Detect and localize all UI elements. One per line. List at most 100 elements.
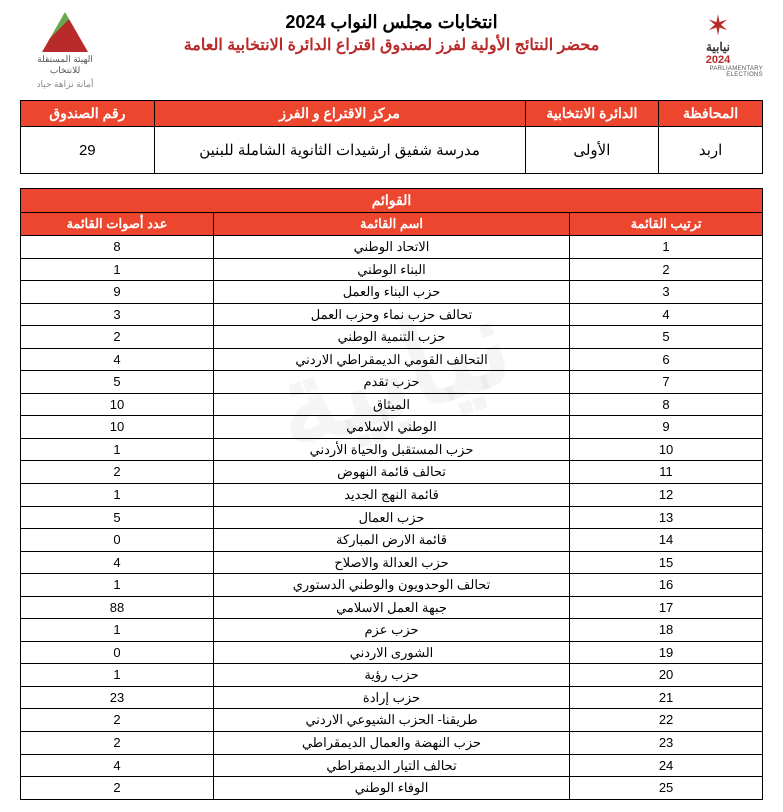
cell-rank: 21 xyxy=(570,686,763,709)
table-row: 16تحالف الوحدويون والوطني الدستوري1 xyxy=(21,574,763,597)
cell-name: طريقنا- الحزب الشيوعي الاردني xyxy=(213,709,569,732)
cell-name: الاتحاد الوطني xyxy=(213,236,569,259)
cell-name: حزب النهضة والعمال الديمقراطي xyxy=(213,732,569,755)
cell-rank: 3 xyxy=(570,281,763,304)
ballot-icon: ✶ xyxy=(706,12,729,40)
table-row: 2البناء الوطني1 xyxy=(21,258,763,281)
cell-rank: 13 xyxy=(570,506,763,529)
table-row: 6التحالف القومي الديمقراطي الاردني4 xyxy=(21,348,763,371)
cell-rank: 1 xyxy=(570,236,763,259)
table-row: 17جبهة العمل الاسلامي88 xyxy=(21,596,763,619)
cell-name: تحالف حزب نماء وحزب العمل xyxy=(213,303,569,326)
logo-left: ✒ الهيئة المستقلة للانتخاب أمانة نزاهة ح… xyxy=(20,12,110,90)
cell-name: جبهة العمل الاسلامي xyxy=(213,596,569,619)
cell-votes: 0 xyxy=(21,529,214,552)
cell-votes: 2 xyxy=(21,461,214,484)
cell-rank: 20 xyxy=(570,664,763,687)
cell-name: حزب التنمية الوطني xyxy=(213,326,569,349)
cell-rank: 22 xyxy=(570,709,763,732)
lists-th-name: اسم القائمة xyxy=(213,213,569,236)
document-header: ✶ نيابية 2024 PARLIAMENTARY ELECTIONS ان… xyxy=(20,12,763,90)
cell-votes: 10 xyxy=(21,416,214,439)
cell-votes: 2 xyxy=(21,732,214,755)
cell-rank: 12 xyxy=(570,484,763,507)
table-row: 21حزب إرادة23 xyxy=(21,686,763,709)
info-governorate: اربد xyxy=(659,127,763,174)
cell-votes: 1 xyxy=(21,258,214,281)
table-row: 25الوفاء الوطني2 xyxy=(21,777,763,800)
info-th-center: مركز الاقتراع و الفرز xyxy=(154,101,525,127)
cell-rank: 18 xyxy=(570,619,763,642)
cell-votes: 88 xyxy=(21,596,214,619)
logo-right: ✶ نيابية 2024 PARLIAMENTARY ELECTIONS xyxy=(673,12,763,78)
cell-name: الميثاق xyxy=(213,393,569,416)
cell-name: تحالف التيار الديمقراطي xyxy=(213,754,569,777)
cell-votes: 1 xyxy=(21,484,214,507)
cell-votes: 2 xyxy=(21,326,214,349)
info-th-governorate: المحافظة xyxy=(659,101,763,127)
table-row: 5حزب التنمية الوطني2 xyxy=(21,326,763,349)
table-row: 24تحالف التيار الديمقراطي4 xyxy=(21,754,763,777)
lists-section-title: القوائم xyxy=(21,189,763,213)
logo-right-year: 2024 xyxy=(706,54,730,66)
table-row: 13حزب العمال5 xyxy=(21,506,763,529)
page-subtitle: محضر النتائج الأولية لفرز لصندوق اقتراع … xyxy=(110,35,673,55)
cell-rank: 25 xyxy=(570,777,763,800)
table-row: 3حزب البناء والعمل9 xyxy=(21,281,763,304)
logo-left-line2: للانتخاب xyxy=(50,65,80,76)
cell-name: حزب رؤية xyxy=(213,664,569,687)
cell-rank: 4 xyxy=(570,303,763,326)
cell-name: البناء الوطني xyxy=(213,258,569,281)
lists-th-votes: عدد أصوات القائمة xyxy=(21,213,214,236)
info-th-box: رقم الصندوق xyxy=(21,101,155,127)
table-row: 10حزب المستقبل والحياة الأردني1 xyxy=(21,438,763,461)
cell-votes: 10 xyxy=(21,393,214,416)
cell-name: التحالف القومي الديمقراطي الاردني xyxy=(213,348,569,371)
cell-rank: 23 xyxy=(570,732,763,755)
cell-name: حزب عزم xyxy=(213,619,569,642)
cell-votes: 1 xyxy=(21,574,214,597)
cell-votes: 8 xyxy=(21,236,214,259)
logo-left-tag: أمانة نزاهة حياد xyxy=(37,79,94,90)
table-row: 8الميثاق10 xyxy=(21,393,763,416)
cell-name: الوطني الاسلامي xyxy=(213,416,569,439)
cell-rank: 16 xyxy=(570,574,763,597)
table-row: 9الوطني الاسلامي10 xyxy=(21,416,763,439)
cell-rank: 11 xyxy=(570,461,763,484)
cell-name: حزب المستقبل والحياة الأردني xyxy=(213,438,569,461)
cell-votes: 4 xyxy=(21,551,214,574)
table-row: 18حزب عزم1 xyxy=(21,619,763,642)
info-box: 29 xyxy=(21,127,155,174)
info-district: الأولى xyxy=(525,127,659,174)
cell-rank: 14 xyxy=(570,529,763,552)
cell-name: قائمة النهج الجديد xyxy=(213,484,569,507)
cell-rank: 24 xyxy=(570,754,763,777)
info-table: المحافظة الدائرة الانتخابية مركز الاقترا… xyxy=(20,100,763,174)
cell-name: حزب إرادة xyxy=(213,686,569,709)
table-row: 15حزب العدالة والاصلاح4 xyxy=(21,551,763,574)
table-row: 19الشورى الاردني0 xyxy=(21,641,763,664)
cell-rank: 15 xyxy=(570,551,763,574)
cell-votes: 0 xyxy=(21,641,214,664)
lists-table: القوائم ترتيب القائمة اسم القائمة عدد أص… xyxy=(20,188,763,800)
table-row: 23حزب النهضة والعمال الديمقراطي2 xyxy=(21,732,763,755)
cell-votes: 1 xyxy=(21,438,214,461)
cell-votes: 5 xyxy=(21,506,214,529)
table-row: 14قائمة الارض المباركة0 xyxy=(21,529,763,552)
cell-votes: 9 xyxy=(21,281,214,304)
cell-votes: 2 xyxy=(21,709,214,732)
info-row: اربد الأولى مدرسة شفيق ارشيدات الثانوية … xyxy=(21,127,763,174)
table-row: 12قائمة النهج الجديد1 xyxy=(21,484,763,507)
cell-name: الشورى الاردني xyxy=(213,641,569,664)
cell-name: حزب العمال xyxy=(213,506,569,529)
cell-rank: 5 xyxy=(570,326,763,349)
cell-name: تحالف الوحدويون والوطني الدستوري xyxy=(213,574,569,597)
cell-rank: 19 xyxy=(570,641,763,664)
table-row: 11تحالف قائمة النهوض2 xyxy=(21,461,763,484)
cell-votes: 3 xyxy=(21,303,214,326)
cell-rank: 9 xyxy=(570,416,763,439)
cell-name: حزب العدالة والاصلاح xyxy=(213,551,569,574)
table-row: 7حزب تقدم5 xyxy=(21,371,763,394)
cell-rank: 7 xyxy=(570,371,763,394)
table-row: 20حزب رؤية1 xyxy=(21,664,763,687)
